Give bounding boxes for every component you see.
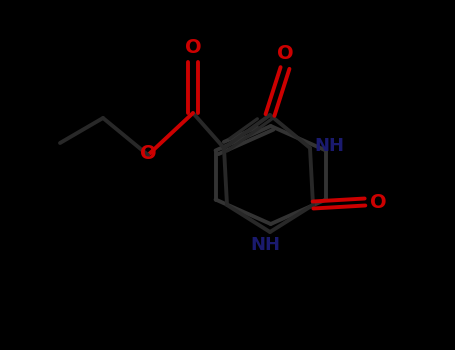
Text: NH: NH <box>314 137 344 155</box>
Text: O: O <box>277 44 293 63</box>
Text: O: O <box>185 38 201 57</box>
Text: O: O <box>140 144 157 163</box>
Text: O: O <box>369 193 386 211</box>
Text: NH: NH <box>250 236 280 253</box>
